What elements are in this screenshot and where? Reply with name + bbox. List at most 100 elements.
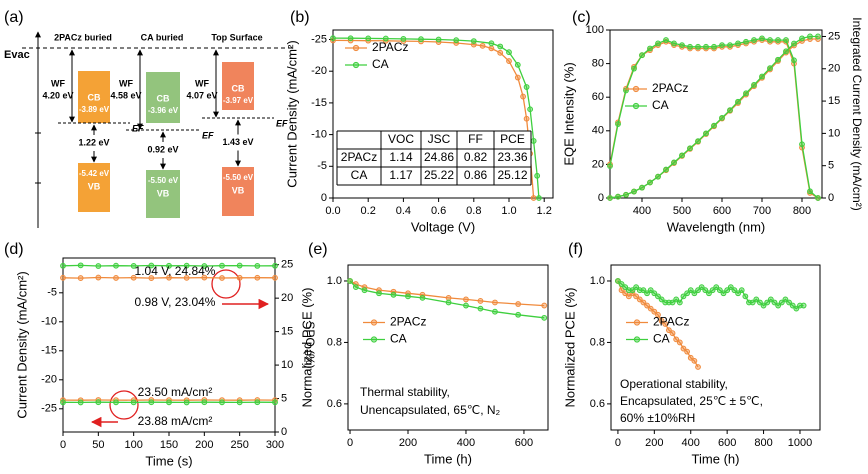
data-point — [95, 263, 102, 269]
data-point — [786, 299, 792, 306]
table-cell: 25.12 — [497, 168, 527, 182]
x-tick-label: 600 — [718, 437, 736, 449]
y2-tick-label: 20 — [828, 63, 840, 75]
data-point — [663, 37, 669, 43]
data-point — [623, 191, 629, 198]
vb-label: VB — [157, 188, 170, 198]
data-point — [352, 284, 359, 291]
legend-marker — [370, 336, 378, 343]
data-point — [201, 263, 208, 269]
plot-frame — [610, 264, 821, 431]
cb-label: CB — [88, 92, 101, 102]
data-point — [77, 275, 84, 281]
y-tick-label: 100 — [586, 24, 604, 36]
y2-tick-label: 15 — [828, 95, 840, 107]
data-point — [684, 290, 690, 297]
data-point — [640, 287, 647, 294]
legend-marker — [352, 44, 360, 52]
data-point — [735, 40, 741, 47]
data-point — [639, 52, 645, 59]
fermi-label: EF — [276, 118, 288, 128]
y-axis-label: Current Density (mA/cm²) — [14, 271, 29, 418]
data-point — [706, 290, 712, 297]
data-point — [607, 195, 613, 201]
data-point — [492, 299, 498, 306]
x-tick-label: 1.2 — [537, 205, 552, 217]
table-cell: 25.22 — [424, 168, 454, 182]
y2-axis-label: Integrated Current Density (mA/cm²) — [850, 17, 864, 210]
cb-value: -3.89 eV — [79, 105, 110, 114]
data-point — [676, 339, 683, 346]
x-tick-label: 0.8 — [466, 205, 481, 217]
data-point — [716, 287, 723, 294]
y-tick-label: 60 — [592, 91, 604, 103]
data-point — [647, 45, 653, 52]
data-point — [760, 302, 767, 309]
column-title: Top Surface — [211, 32, 262, 42]
data-point — [60, 399, 66, 406]
data-point — [757, 299, 763, 306]
series-line — [609, 37, 819, 199]
data-point — [254, 274, 261, 281]
plot-frame — [332, 29, 554, 199]
data-point — [183, 262, 190, 269]
data-point — [60, 262, 66, 269]
annotation: Operational stability, — [620, 377, 728, 391]
data-point — [799, 141, 805, 148]
x-tick-label: 0 — [60, 439, 66, 451]
y-axis-label: Normalized PCE (%) — [299, 288, 314, 408]
legend-marker — [352, 61, 360, 69]
wf-label: WF — [51, 78, 65, 88]
data-point — [644, 290, 650, 297]
data-point — [767, 296, 774, 303]
data-point — [636, 296, 643, 303]
y-tick-label: 80 — [592, 58, 604, 70]
x-tick-label: 400 — [682, 437, 700, 449]
data-point — [390, 291, 397, 298]
panel-label: (a) — [4, 9, 24, 26]
table-header: PCE — [500, 132, 525, 146]
data-point — [709, 287, 716, 294]
data-point — [711, 43, 717, 50]
table-bg — [337, 131, 531, 185]
data-point — [691, 290, 698, 297]
data-point — [254, 262, 261, 269]
table-cell: 23.36 — [497, 150, 527, 164]
data-point — [514, 61, 521, 68]
data-point — [541, 314, 548, 321]
y2-tick-label: 0 — [281, 426, 287, 438]
data-point — [663, 166, 669, 173]
data-point — [272, 274, 278, 281]
data-point — [361, 287, 368, 294]
y-tick-label: -10 — [41, 316, 57, 328]
data-point — [647, 305, 654, 312]
data-point — [530, 138, 537, 144]
data-point — [782, 296, 789, 303]
annotation: 0.98 V, 23.04% — [135, 295, 216, 309]
vb-value: -5.50 eV — [148, 176, 179, 185]
legend-label: CA — [652, 98, 669, 112]
x-axis-label: Time (h) — [424, 451, 472, 466]
data-point — [695, 138, 701, 145]
x-tick-label: 400 — [633, 205, 651, 217]
x-tick-label: 300 — [266, 439, 284, 451]
data-point — [679, 42, 685, 49]
x-axis-label: Time (s) — [145, 453, 192, 468]
data-point — [201, 399, 208, 406]
table-cell: 1.17 — [389, 168, 413, 182]
data-point — [236, 399, 243, 406]
data-point — [800, 302, 807, 309]
y-tick-label: 0 — [598, 192, 604, 204]
y2-tick-label: 25 — [281, 259, 293, 271]
y-axis-label: Current Density (mA/cm²) — [284, 40, 299, 187]
data-point — [751, 37, 757, 43]
highlight-circle — [211, 269, 241, 299]
data-point — [671, 40, 677, 47]
y-tick-label: -15 — [311, 97, 327, 109]
data-point — [130, 262, 137, 269]
data-point — [272, 262, 278, 269]
column-title: CA buried — [141, 32, 184, 42]
data-point — [514, 74, 521, 81]
y2-tick-label: 10 — [828, 127, 840, 139]
y-axis-label: EQE Intensity (%) — [561, 62, 576, 165]
